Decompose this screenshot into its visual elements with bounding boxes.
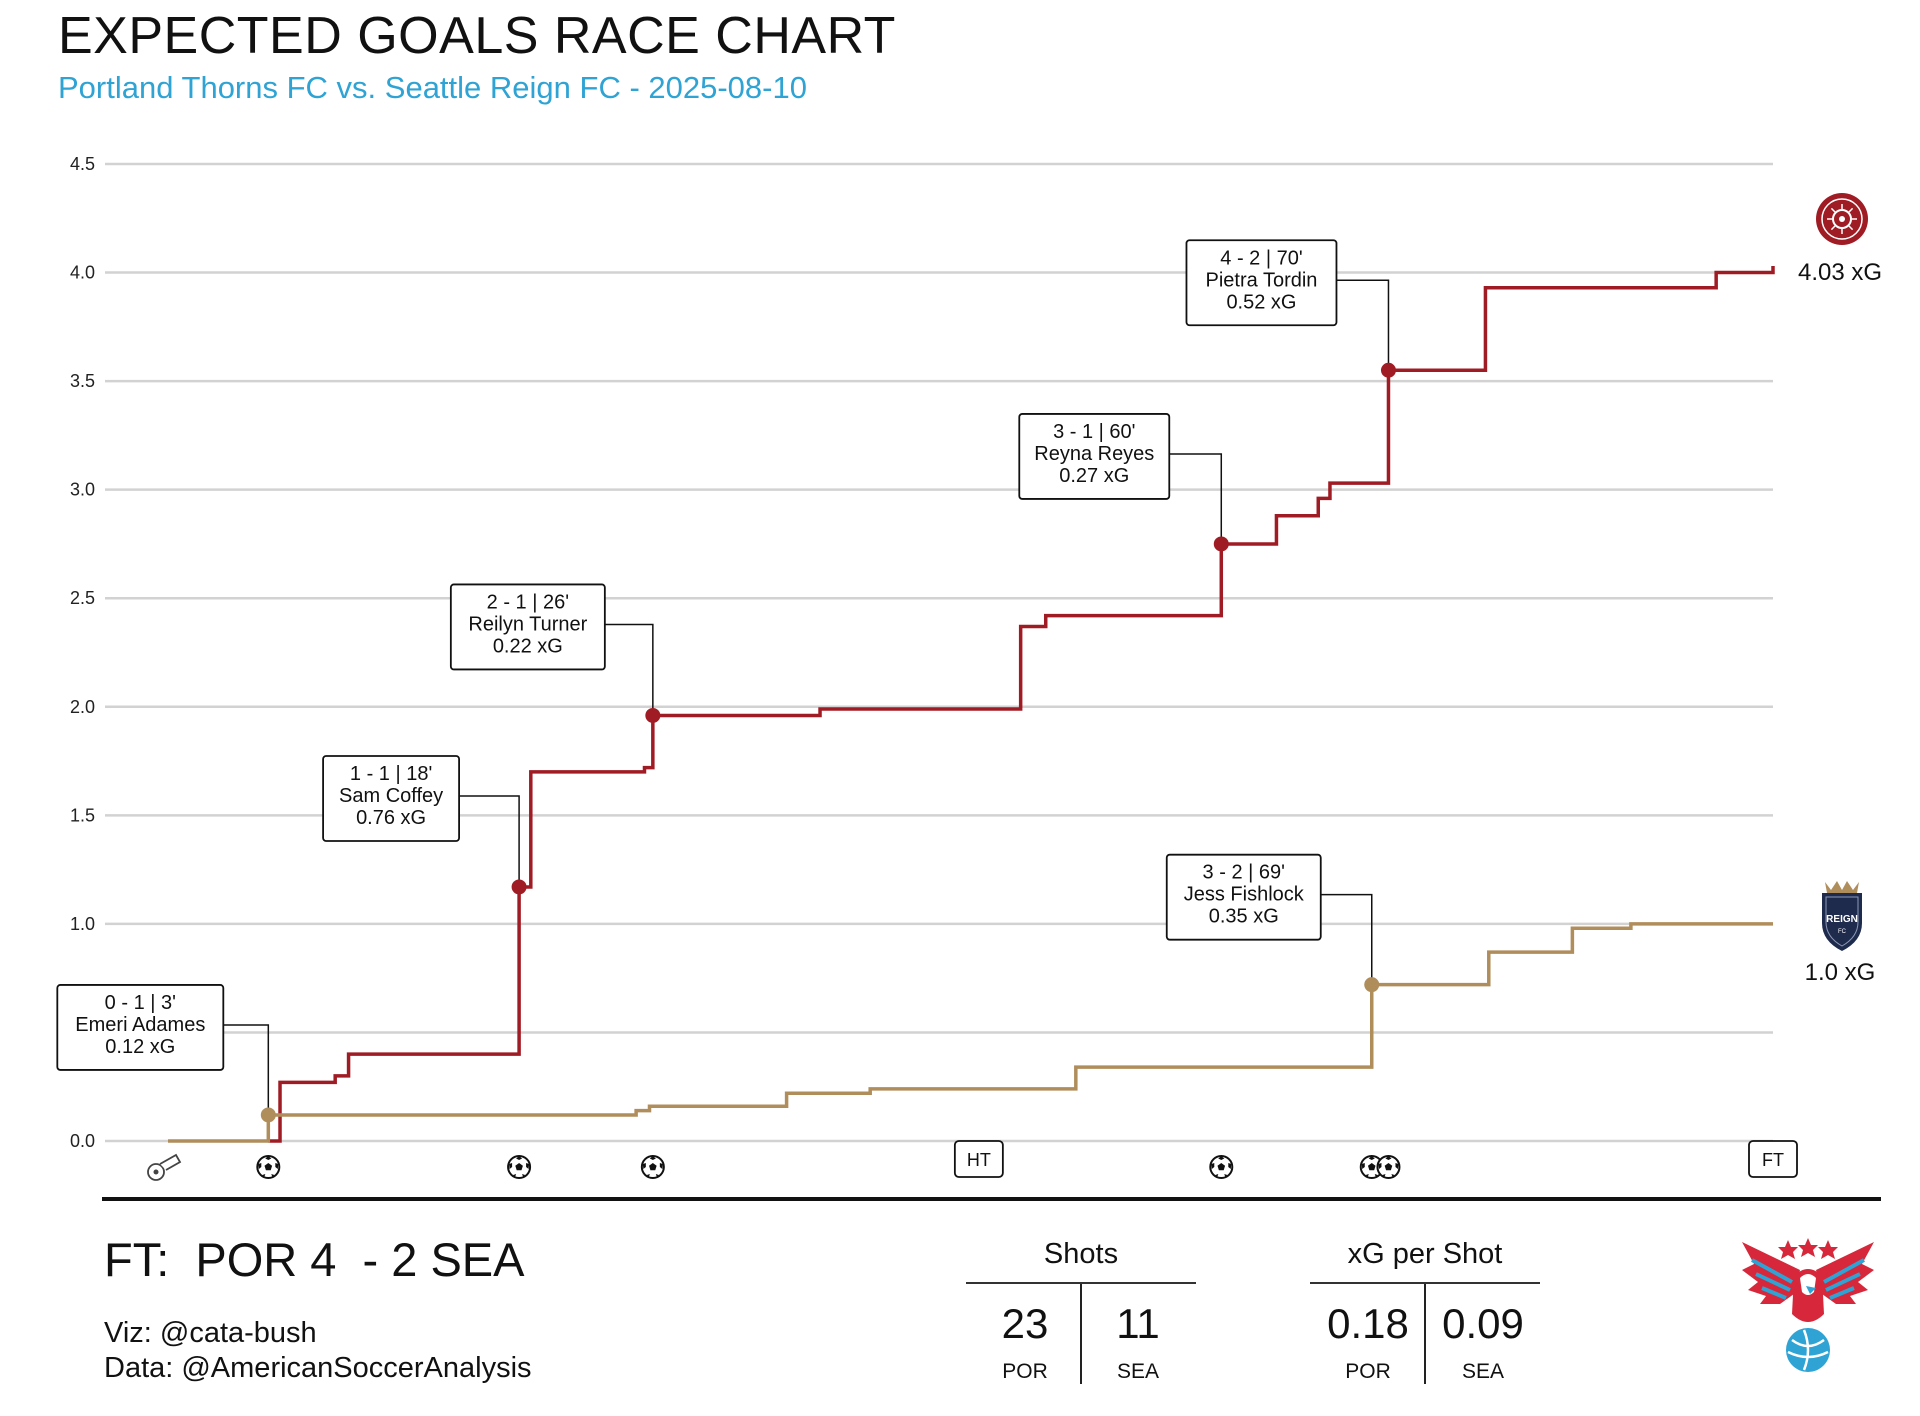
xg-per-shot-sea-label: SEA — [1461, 1360, 1505, 1383]
goal-dot — [511, 879, 527, 895]
annotation-xg: 0.22 xG — [493, 635, 563, 657]
annotation-player: Pietra Tordin — [1206, 269, 1318, 291]
annotation-xg: 0.35 xG — [1209, 906, 1279, 928]
soccer-ball-icon — [507, 1155, 532, 1179]
shots-divider — [1080, 1284, 1082, 1384]
soccer-ball-icon — [640, 1155, 665, 1179]
annotation-xg: 0.52 xG — [1226, 291, 1296, 313]
annotation-leader — [459, 795, 520, 887]
shots-por-label: POR — [1002, 1360, 1048, 1383]
xg-per-shot-por-value: 0.18 — [1327, 1300, 1409, 1347]
y-tick-label: 1.5 — [70, 805, 95, 825]
goal-dot — [260, 1107, 276, 1123]
annotation-xg: 0.12 xG — [105, 1036, 175, 1058]
annotation-leader — [1320, 893, 1373, 985]
svg-text:REIGN: REIGN — [1826, 914, 1858, 925]
annotation-box — [1165, 853, 1322, 941]
y-tick-label: 2.0 — [70, 697, 95, 717]
whistle-icon — [147, 1153, 182, 1181]
annotation-leader — [604, 623, 654, 716]
viz-credit: Viz: @cata-bush — [104, 1317, 317, 1349]
shots-sea-value: 11 — [1116, 1300, 1160, 1347]
time-marker-ht: HT — [967, 1150, 991, 1170]
shots-header: Shots — [1043, 1238, 1119, 1270]
annotation-xg: 0.76 xG — [356, 807, 426, 829]
series-line-por — [268, 266, 1775, 1143]
annotation-leader — [1169, 453, 1223, 544]
shots-rule — [966, 1282, 1196, 1284]
annotation-score: 0 - 1 | 3' — [105, 992, 176, 1014]
soccer-ball-icon — [256, 1155, 281, 1179]
y-tick-label: 4.0 — [70, 263, 95, 283]
annotation-score: 4 - 2 | 70' — [1220, 247, 1302, 269]
chart-subtitle: Portland Thorns FC vs. Seattle Reign FC … — [58, 70, 807, 105]
chart-title: EXPECTED GOALS RACE CHART — [58, 7, 896, 65]
end-label-sea: 1.0 xG — [1805, 959, 1876, 986]
goal-dots — [260, 362, 1396, 1123]
shots-por-value: 23 — [1001, 1300, 1049, 1347]
annotation-box — [449, 583, 606, 671]
annotation-leader — [1336, 279, 1390, 371]
shots-sea-label: SEA — [1116, 1360, 1160, 1383]
goal-dot — [1213, 536, 1229, 552]
annotation-player: Jess Fishlock — [1184, 884, 1305, 906]
footer-divider — [102, 1197, 1881, 1201]
annotation-box — [1018, 413, 1171, 500]
y-tick-label: 4.5 — [70, 154, 95, 174]
annotation-score: 3 - 2 | 69' — [1203, 862, 1285, 884]
y-tick-labels: 0.0 1.0 1.5 2.0 2.5 3.0 3.5 4.0 4.5 — [70, 154, 95, 1151]
xg-per-shot-header: xG per Shot — [1347, 1238, 1503, 1270]
end-labels: 4.03 xG 1.0 xG — [1798, 259, 1882, 986]
y-tick-label: 3.5 — [70, 371, 95, 391]
annotation-player: Emeri Adames — [75, 1014, 205, 1036]
svg-text:FC: FC — [1838, 929, 1847, 935]
annotation-leader — [223, 1024, 270, 1115]
xg-per-shot-rule — [1310, 1282, 1540, 1284]
y-tick-label: 2.5 — [70, 588, 95, 608]
time-marker-ft: FT — [1762, 1150, 1784, 1170]
time-marker-box — [953, 1140, 1004, 1178]
y-tick-label: 0.0 — [70, 1131, 95, 1151]
series-layer — [168, 266, 1775, 1143]
annotation-player: Reyna Reyes — [1034, 443, 1154, 465]
annotation-score: 2 - 1 | 26' — [487, 591, 569, 613]
xg-per-shot-por-label: POR — [1345, 1360, 1391, 1383]
seattle-reign-crest: REIGN FC — [1822, 881, 1862, 951]
timeline-markers: HT FT — [147, 1140, 1798, 1181]
time-marker-box — [1748, 1140, 1798, 1178]
annotation-player: Reilyn Turner — [468, 613, 587, 635]
y-tick-label: 3.0 — [70, 480, 95, 500]
annotation-box — [1185, 239, 1338, 327]
asa-eagle-logo — [1742, 1238, 1874, 1372]
soccer-ball-icon — [1209, 1155, 1234, 1179]
annotation-score: 1 - 1 | 18' — [350, 763, 432, 785]
xg-per-shot-divider — [1424, 1284, 1426, 1384]
data-credit: Data: @AmericanSoccerAnalysis — [104, 1352, 532, 1384]
end-label-por: 4.03 xG — [1798, 259, 1882, 286]
goal-dot — [645, 707, 661, 723]
xg-per-shot-sea-value: 0.09 — [1442, 1300, 1524, 1347]
annotation-xg: 0.27 xG — [1059, 465, 1129, 487]
y-tick-label: 1.0 — [70, 914, 95, 934]
annotation-box — [56, 984, 225, 1071]
final-score: FT: POR 4 - 2 SEA — [104, 1233, 525, 1286]
goal-dot — [1380, 362, 1396, 378]
soccer-ball-icon — [1376, 1155, 1401, 1179]
grid-layer — [105, 162, 1773, 1143]
series-line-sea — [168, 922, 1773, 1143]
annotation-player: Sam Coffey — [339, 785, 443, 807]
goal-dot — [1364, 977, 1380, 993]
annotation-score: 3 - 1 | 60' — [1053, 421, 1135, 443]
portland-thorns-crest — [1816, 193, 1868, 245]
annotation-box — [322, 755, 460, 842]
